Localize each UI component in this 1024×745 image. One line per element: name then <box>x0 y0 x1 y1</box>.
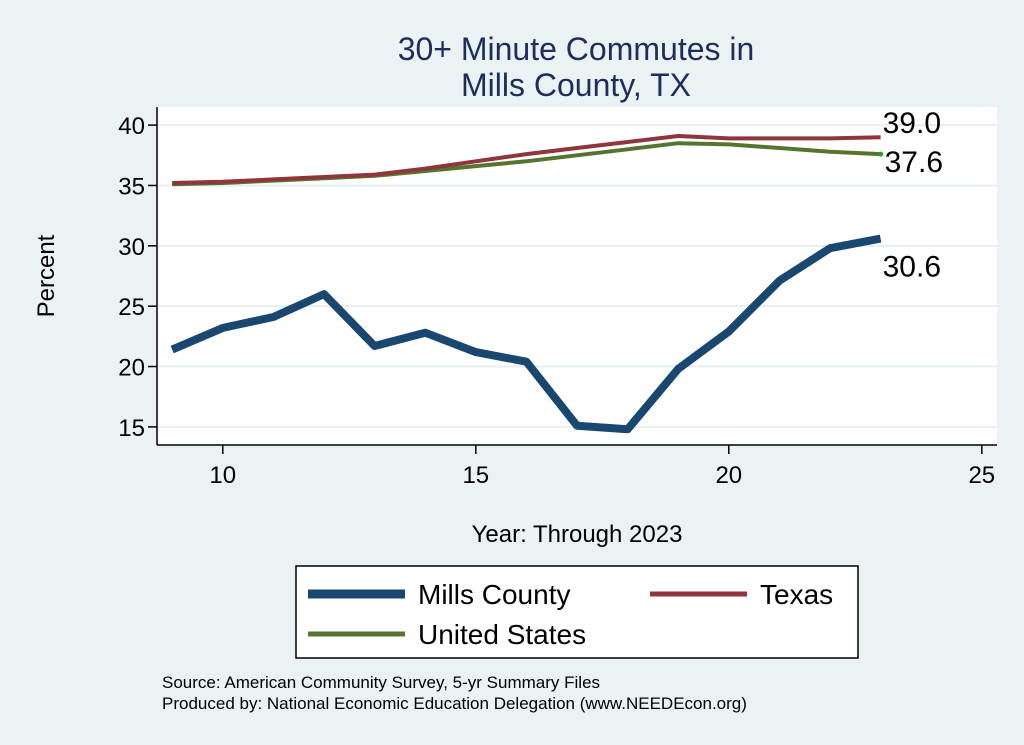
end-label-mills-county: 30.6 <box>883 251 941 284</box>
source-note: Source: American Community Survey, 5-yr … <box>162 673 600 692</box>
plot-area <box>157 107 997 445</box>
chart-title-line-1: 30+ Minute Commutes in <box>398 31 755 67</box>
x-tick-label-25: 25 <box>968 462 995 489</box>
x-tick-label-10: 10 <box>209 462 236 489</box>
y-tick-label-15: 15 <box>118 415 145 442</box>
chart-title-line-2: Mills County, TX <box>461 67 691 103</box>
legend: Mills County Texas United States <box>295 565 859 659</box>
y-tick-label-35: 35 <box>118 173 145 200</box>
legend-box <box>295 565 859 659</box>
series-layer <box>170 134 884 434</box>
y-tick-label-40: 40 <box>118 113 145 140</box>
axes: 15 20 25 30 35 40 10 15 20 25 <box>118 107 997 489</box>
producer-note: Produced by: National Economic Education… <box>162 694 747 713</box>
legend-label-united-states: United States <box>418 619 586 650</box>
series-end-marker-united-states <box>878 151 884 157</box>
y-tick-label-20: 20 <box>118 355 145 382</box>
end-label-united-states: 37.6 <box>885 146 943 179</box>
x-tick-label-15: 15 <box>462 462 489 489</box>
end-label-texas: 39.0 <box>883 107 941 140</box>
y-tick-label-30: 30 <box>118 234 145 261</box>
y-axis-title: Percent <box>33 234 60 317</box>
x-axis-title: Year: Through 2023 <box>472 521 683 548</box>
end-labels: 30.6 39.0 37.6 <box>883 107 943 283</box>
y-tick-label-25: 25 <box>118 294 145 321</box>
legend-label-mills-county: Mills County <box>418 579 570 610</box>
x-tick-label-20: 20 <box>715 462 742 489</box>
legend-label-texas: Texas <box>760 579 833 610</box>
